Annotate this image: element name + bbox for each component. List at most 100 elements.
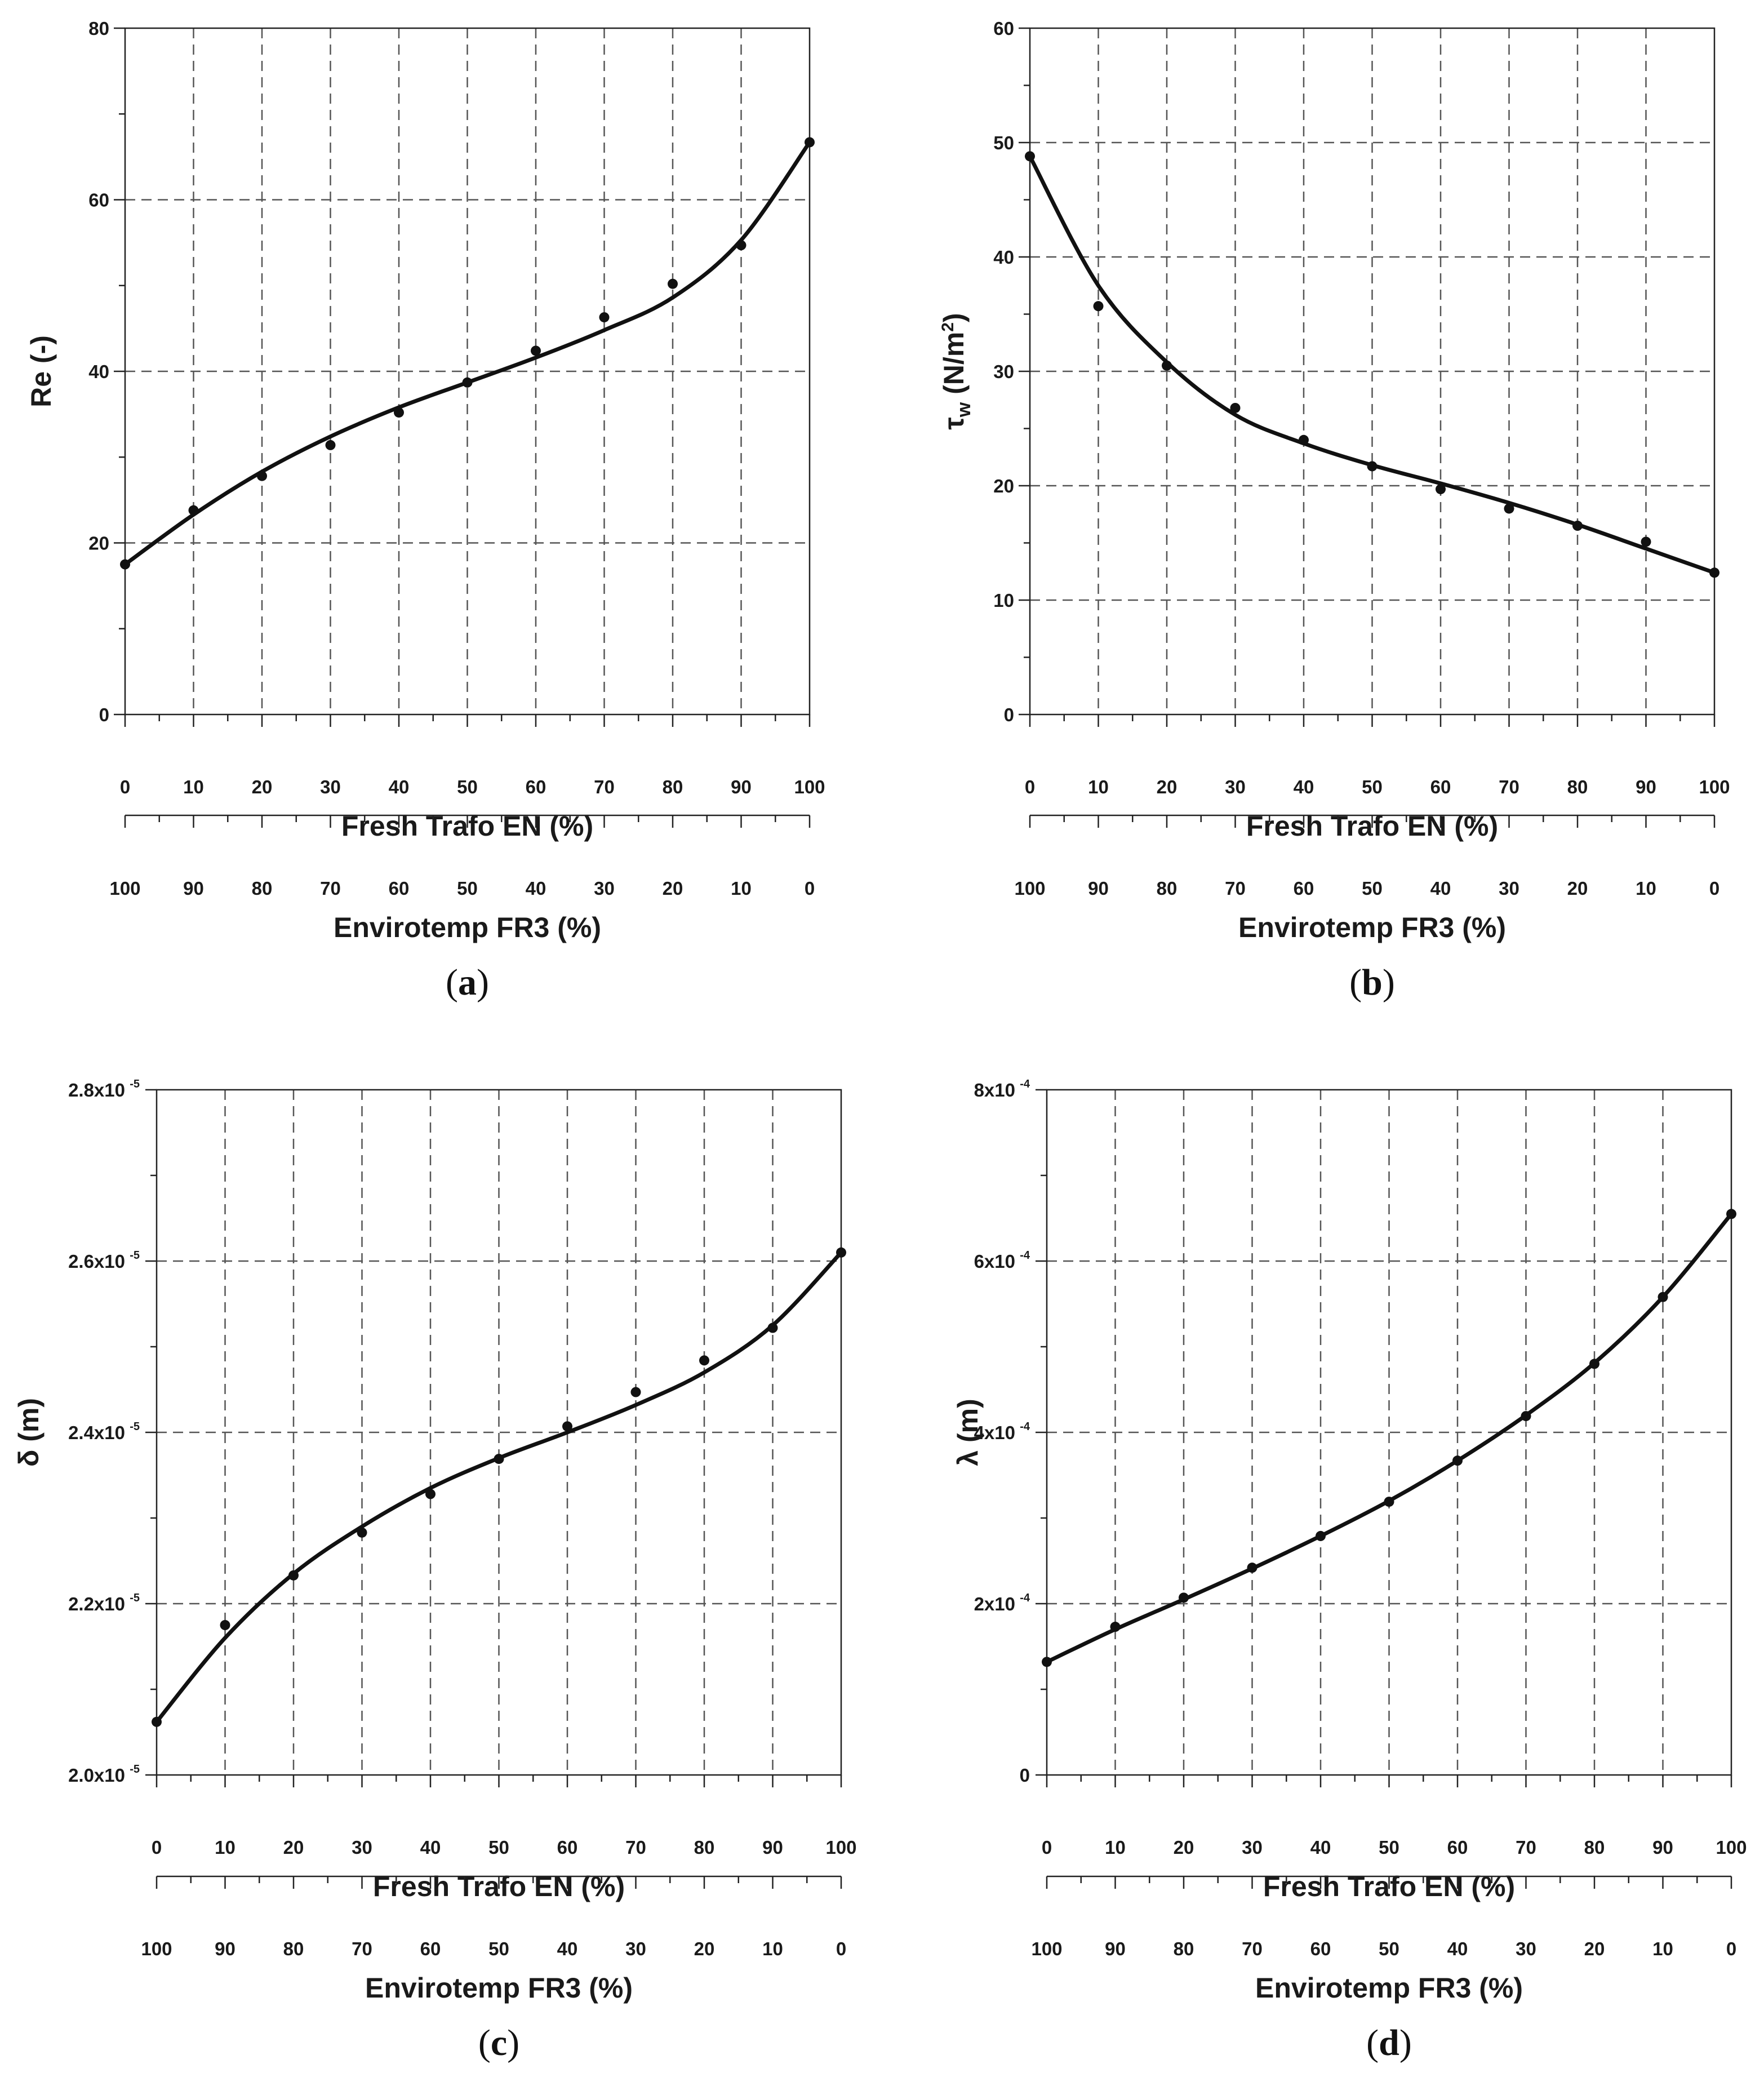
secondary-x-tick-label: 30	[1499, 878, 1519, 899]
y-tick-label: 2x10	[974, 1594, 1015, 1614]
fit-curve	[1028, 154, 1717, 575]
x-tick-label: 70	[1516, 1837, 1536, 1858]
secondary-x-tick-label: 60	[420, 1938, 441, 1959]
x-tick-label: 30	[320, 776, 341, 797]
y-tick-label: 2.0x10	[68, 1765, 125, 1786]
secondary-x-tick-label: 100	[141, 1938, 172, 1959]
panel-label: (b)	[1349, 962, 1395, 1003]
y-tick-label: 30	[993, 361, 1014, 382]
secondary-x-tick-label: 20	[1567, 878, 1588, 899]
secondary-x-tick-label: 90	[1105, 1938, 1126, 1959]
panel-label: (a)	[446, 962, 489, 1003]
data-point	[462, 377, 473, 388]
data-point	[120, 559, 130, 570]
y-tick-label: 60	[88, 190, 109, 211]
y-tick-label: 2.8x10	[68, 1080, 125, 1100]
data-point	[357, 1527, 367, 1538]
data-point	[1025, 151, 1035, 162]
x-tick-label: 40	[1294, 776, 1314, 797]
x-tick-label: 80	[1567, 776, 1588, 797]
y-tick-exponent: -5	[130, 1249, 140, 1262]
y-tick-label: 80	[88, 18, 109, 39]
data-point	[1367, 461, 1378, 472]
y-axis-title: Re (-)	[25, 335, 57, 407]
data-point	[325, 440, 336, 450]
secondary-x-tick-label: 80	[1174, 1938, 1194, 1959]
x-tick-label: 60	[1430, 776, 1451, 797]
y-tick-label: 60	[993, 18, 1014, 39]
fit-curve	[1045, 1211, 1734, 1664]
data-point	[1709, 567, 1719, 578]
y-tick-exponent: -4	[1020, 1592, 1030, 1604]
x-tick-label: 60	[557, 1837, 578, 1858]
secondary-x-tick-label: 10	[1652, 1938, 1673, 1959]
secondary-x-tick-label: 30	[594, 878, 615, 899]
y-tick-exponent: -5	[130, 1763, 140, 1776]
y-tick-exponent: -5	[130, 1078, 140, 1090]
x-tick-label: 20	[283, 1837, 304, 1858]
y-tick-label: 10	[993, 590, 1014, 611]
x-tick-label: 10	[183, 776, 204, 797]
secondary-x-tick-label: 0	[1726, 1938, 1736, 1959]
y-tick-exponent: -5	[130, 1592, 140, 1604]
data-point	[1093, 301, 1104, 312]
secondary-x-tick-label: 60	[1310, 1938, 1331, 1959]
secondary-x-tick-label: 50	[488, 1938, 509, 1959]
x-tick-label: 70	[594, 776, 615, 797]
x-tick-label: 20	[1174, 1837, 1194, 1858]
y-tick-label: 2.4x10	[68, 1422, 125, 1443]
x-tick-label: 50	[1379, 1837, 1399, 1858]
secondary-x-tick-label: 80	[283, 1938, 304, 1959]
x-tick-label: 30	[352, 1837, 372, 1858]
data-point	[1504, 503, 1514, 514]
y-tick-label: 20	[993, 476, 1014, 496]
secondary-x-tick-label: 40	[1447, 1938, 1468, 1959]
secondary-x-tick-label: 80	[1157, 878, 1178, 899]
x-tick-label: 100	[794, 776, 825, 797]
secondary-x-tick-label: 10	[762, 1938, 783, 1959]
data-point	[288, 1570, 299, 1581]
data-point	[836, 1247, 846, 1258]
x-tick-label: 50	[488, 1837, 509, 1858]
data-point	[1436, 484, 1446, 495]
data-point	[767, 1322, 778, 1333]
x-tick-label: 0	[120, 776, 130, 797]
secondary-x-tick-label: 80	[252, 878, 273, 899]
data-point	[1179, 1592, 1189, 1603]
x-tick-label: 50	[1362, 776, 1383, 797]
x-tick-label: 0	[1025, 776, 1035, 797]
y-axis-title: λ (m)	[952, 1399, 984, 1466]
y-tick-label: 6x10	[974, 1251, 1015, 1272]
data-point	[1452, 1455, 1463, 1466]
x-tick-label: 0	[152, 1837, 162, 1858]
data-point	[394, 407, 404, 418]
y-axis-title: τw (N/m2)	[938, 313, 975, 429]
x-tick-label: 70	[1499, 776, 1519, 797]
x-tick-label: 10	[1105, 1837, 1126, 1858]
data-point	[494, 1454, 504, 1464]
x-tick-label: 80	[694, 1837, 715, 1858]
fit-curve	[123, 140, 812, 567]
secondary-x-tick-label: 70	[1242, 1938, 1263, 1959]
secondary-x-tick-label: 100	[1031, 1938, 1062, 1959]
x-tick-label: 80	[1584, 1837, 1605, 1858]
secondary-x-tick-label: 70	[1225, 878, 1246, 899]
secondary-x-tick-label: 30	[625, 1938, 646, 1959]
data-point	[1384, 1497, 1394, 1507]
x-tick-label: 50	[457, 776, 478, 797]
y-tick-exponent: -4	[1020, 1421, 1030, 1433]
x-tick-label: 90	[1636, 776, 1656, 797]
y-tick-label: 0	[1004, 704, 1014, 725]
data-point	[1641, 536, 1651, 547]
data-point	[1299, 434, 1309, 445]
x-tick-label: 100	[1699, 776, 1730, 797]
y-tick-exponent: -5	[130, 1421, 140, 1433]
x-tick-label: 40	[420, 1837, 441, 1858]
x-tick-label: 30	[1225, 776, 1246, 797]
secondary-x-tick-label: 20	[1584, 1938, 1605, 1959]
y-tick-label: 2.2x10	[68, 1594, 125, 1614]
